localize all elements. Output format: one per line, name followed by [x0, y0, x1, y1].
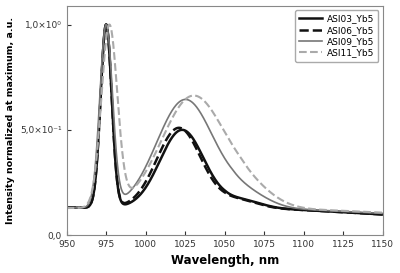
ASI09_Yb5 — [340, 210, 345, 213]
ASI11_Yb5 — [100, 78, 105, 81]
ASI03_Yb5 — [340, 210, 345, 214]
ASI11_Yb5 — [107, 23, 112, 26]
ASI11_Yb5 — [374, 211, 379, 214]
ASI11_Yb5 — [340, 209, 345, 212]
Line: ASI03_Yb5: ASI03_Yb5 — [66, 25, 383, 215]
ASI06_Yb5 — [186, 132, 190, 136]
ASI06_Yb5 — [100, 56, 105, 59]
ASI11_Yb5 — [186, 96, 190, 99]
Line: ASI06_Yb5: ASI06_Yb5 — [66, 25, 383, 215]
ASI09_Yb5 — [104, 23, 108, 26]
ASI06_Yb5 — [64, 206, 69, 209]
ASI11_Yb5 — [119, 144, 124, 147]
ASI06_Yb5 — [119, 200, 124, 203]
ASI11_Yb5 — [380, 211, 385, 214]
ASI06_Yb5 — [199, 158, 204, 161]
ASI03_Yb5 — [186, 131, 190, 134]
ASI11_Yb5 — [199, 97, 204, 100]
ASI06_Yb5 — [380, 213, 385, 216]
ASI09_Yb5 — [64, 206, 69, 210]
ASI03_Yb5 — [374, 212, 379, 216]
X-axis label: Wavelength, nm: Wavelength, nm — [171, 254, 279, 268]
ASI03_Yb5 — [119, 200, 124, 204]
ASI06_Yb5 — [374, 212, 379, 216]
Line: ASI11_Yb5: ASI11_Yb5 — [66, 25, 383, 213]
Y-axis label: Intensity normalized at maximum, a.u.: Intensity normalized at maximum, a.u. — [6, 17, 14, 224]
ASI03_Yb5 — [64, 206, 69, 209]
ASI03_Yb5 — [199, 153, 204, 156]
ASI06_Yb5 — [104, 23, 108, 26]
ASI09_Yb5 — [186, 98, 190, 102]
ASI11_Yb5 — [64, 206, 69, 210]
ASI09_Yb5 — [119, 188, 124, 191]
Legend: ASI03_Yb5, ASI06_Yb5, ASI09_Yb5, ASI11_Yb5: ASI03_Yb5, ASI06_Yb5, ASI09_Yb5, ASI11_Y… — [295, 10, 378, 62]
ASI06_Yb5 — [340, 210, 345, 214]
ASI03_Yb5 — [100, 55, 105, 59]
ASI09_Yb5 — [199, 113, 204, 117]
ASI09_Yb5 — [374, 212, 379, 215]
Line: ASI09_Yb5: ASI09_Yb5 — [66, 25, 383, 213]
ASI09_Yb5 — [380, 212, 385, 215]
ASI03_Yb5 — [104, 23, 108, 26]
ASI09_Yb5 — [100, 49, 105, 52]
ASI03_Yb5 — [380, 213, 385, 216]
